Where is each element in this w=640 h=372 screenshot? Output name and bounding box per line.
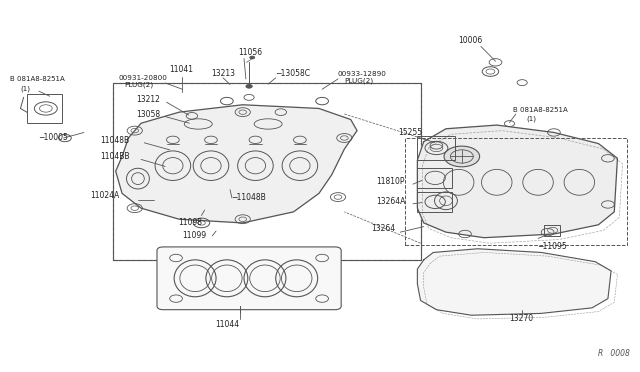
Ellipse shape	[250, 56, 255, 59]
Text: 10006: 10006	[459, 36, 483, 45]
Text: (1): (1)	[20, 86, 31, 92]
Text: 00933-12890: 00933-12890	[338, 71, 387, 77]
Text: ─10005: ─10005	[40, 133, 68, 142]
Bar	[404, 138, 627, 245]
Text: 1104BB: 1104BB	[100, 153, 129, 161]
Bar	[27, 94, 61, 123]
FancyBboxPatch shape	[157, 247, 341, 310]
Text: 11810P: 11810P	[376, 177, 404, 186]
Text: 13264: 13264	[371, 224, 395, 233]
Text: ─11095: ─11095	[538, 242, 567, 251]
Polygon shape	[417, 249, 611, 315]
Ellipse shape	[444, 146, 479, 167]
Text: B 081A8-8251A: B 081A8-8251A	[10, 76, 65, 82]
Text: 13264A: 13264A	[376, 197, 406, 206]
Text: 13213: 13213	[211, 69, 235, 78]
Bar	[113, 83, 420, 260]
Text: PLUG(2): PLUG(2)	[344, 78, 374, 84]
Text: 11044: 11044	[215, 320, 239, 329]
Ellipse shape	[246, 84, 252, 88]
Text: ─11048B: ─11048B	[232, 193, 266, 202]
Text: PLUG(2): PLUG(2)	[124, 81, 153, 88]
Bar	[417, 192, 452, 212]
Polygon shape	[116, 105, 357, 223]
Text: 11048B: 11048B	[100, 136, 129, 145]
Text: 11099: 11099	[182, 231, 207, 240]
Polygon shape	[417, 125, 618, 238]
Text: 11024A: 11024A	[90, 191, 120, 200]
Text: 00931-20800: 00931-20800	[119, 76, 168, 81]
Text: B 081A8-8251A: B 081A8-8251A	[513, 107, 568, 113]
Text: 11056: 11056	[238, 48, 262, 57]
Text: R   0008: R 0008	[598, 350, 630, 359]
Text: ─13058C: ─13058C	[276, 69, 310, 78]
Text: 11041: 11041	[170, 65, 194, 74]
Bar	[545, 225, 560, 236]
Text: 13270: 13270	[509, 314, 534, 323]
Text: 13212: 13212	[137, 95, 161, 104]
Text: (1): (1)	[527, 115, 536, 122]
Bar	[417, 167, 452, 188]
Text: 13058: 13058	[137, 110, 161, 119]
Text: 11098: 11098	[178, 218, 202, 227]
Text: 15255: 15255	[398, 128, 422, 137]
Bar	[113, 83, 420, 260]
Bar	[417, 136, 456, 160]
